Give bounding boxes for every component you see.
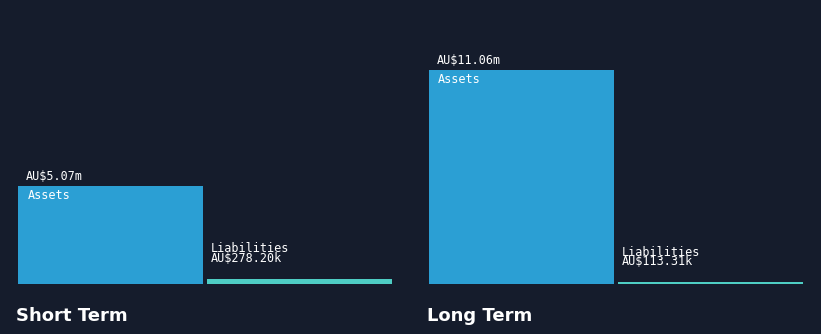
Bar: [429, 70, 614, 284]
Text: AU$11.06m: AU$11.06m: [437, 54, 501, 67]
Text: AU$5.07m: AU$5.07m: [26, 170, 83, 183]
Bar: [207, 279, 392, 284]
Text: Liabilities: Liabilities: [621, 245, 699, 259]
Text: Liabilities: Liabilities: [211, 242, 289, 256]
Text: AU$278.20k: AU$278.20k: [211, 252, 282, 265]
Bar: [617, 282, 803, 284]
Text: AU$113.31k: AU$113.31k: [621, 255, 693, 268]
Text: Short Term: Short Term: [16, 307, 128, 325]
Text: Long Term: Long Term: [427, 307, 532, 325]
Text: Assets: Assets: [438, 73, 481, 87]
Text: Assets: Assets: [28, 189, 71, 202]
Bar: [18, 186, 204, 284]
